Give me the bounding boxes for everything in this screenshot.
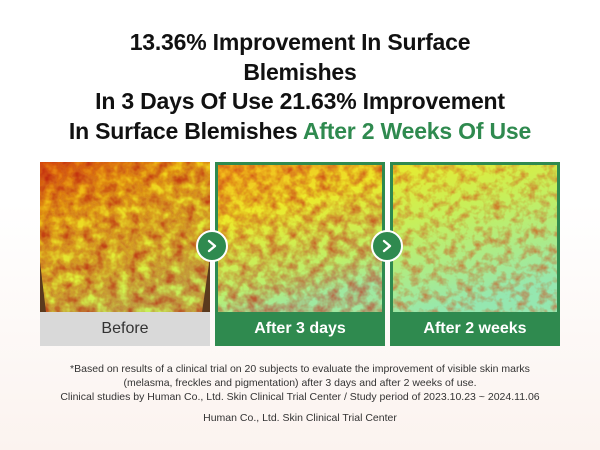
after-3-days-label: After 3 days — [254, 320, 346, 337]
panel-after-3-days: After 3 days — [215, 162, 385, 346]
after-2-weeks-heatmap-image — [393, 165, 557, 312]
credit-text: Human Co., Ltd. Skin Clinical Trial Cent… — [203, 412, 397, 424]
headline-line-2: Blemishes — [243, 58, 357, 85]
after-3-days-heatmap-svg — [218, 165, 382, 312]
after-3-days-heatmap-image — [218, 165, 382, 312]
headline-line-1: 13.36% Improvement In Surface — [129, 29, 471, 55]
chevron-right-icon — [196, 230, 228, 262]
footnote-line-3: Clinical studies by Human Co., Ltd. Skin… — [60, 391, 540, 403]
headline-line-4: In Surface Blemishes After 2 Weeks Of Us… — [0, 117, 600, 147]
headline-line-4-plain: In Surface Blemishes — [68, 117, 303, 144]
chevron-right-icon — [371, 230, 403, 262]
after-2-weeks-heatmap-svg — [393, 165, 557, 312]
headline: 13.36% Improvement In Surface Blemishes … — [0, 28, 600, 146]
footnote: *Based on results of a clinical trial on… — [20, 362, 580, 404]
footnote-line-2: (melasma, freckles and pigmentation) aft… — [123, 377, 477, 389]
headline-accent: After 2 Weeks Of Use — [302, 117, 532, 144]
panel-after-2-weeks: After 2 weeks — [390, 162, 560, 346]
after-2-weeks-label: After 2 weeks — [423, 320, 527, 337]
before-label: Before — [40, 312, 210, 346]
panel-before: Before — [40, 162, 210, 346]
footnote-line-1: *Based on results of a clinical trial on… — [70, 363, 530, 375]
before-heatmap-svg — [40, 162, 210, 312]
headline-line-3: In 3 Days Of Use 21.63% Improvement — [95, 88, 505, 114]
before-heatmap-image — [40, 162, 210, 312]
